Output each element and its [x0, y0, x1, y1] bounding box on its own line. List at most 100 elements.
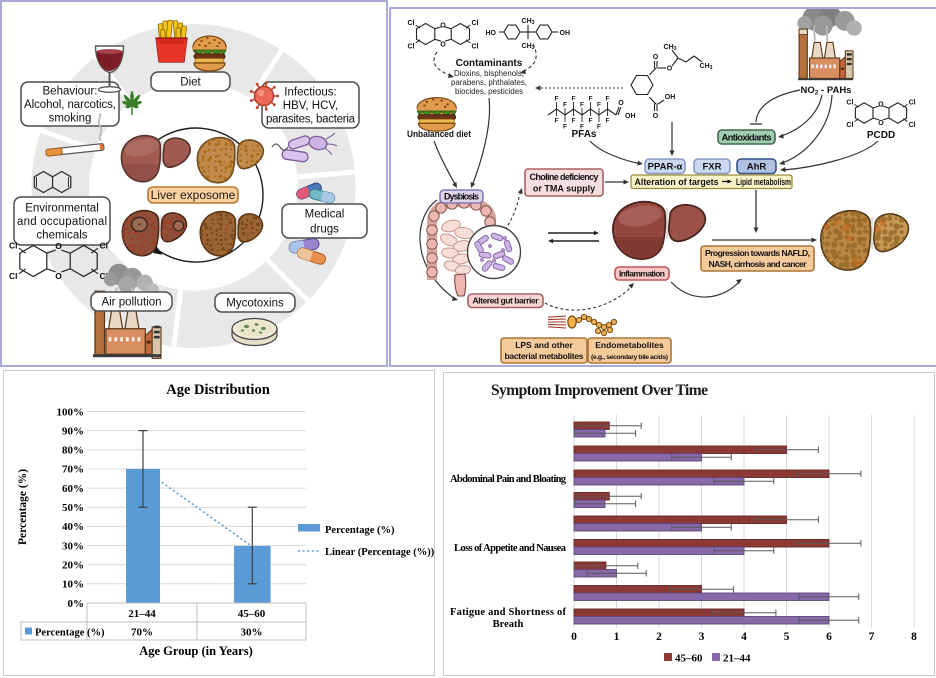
- svg-text:21–44: 21–44: [723, 653, 751, 665]
- svg-text:Inflammation: Inflammation: [619, 269, 665, 279]
- svg-text:1: 1: [614, 631, 620, 643]
- svg-text:30%: 30%: [62, 540, 84, 552]
- svg-text:Medical: Medical: [305, 209, 345, 221]
- svg-text:F: F: [580, 102, 584, 109]
- svg-text:O: O: [667, 66, 673, 73]
- svg-text:HBV, HCV,: HBV, HCV,: [283, 100, 338, 112]
- svg-text:CH3: CH3: [522, 18, 535, 26]
- svg-text:45–60: 45–60: [675, 653, 703, 665]
- svg-text:Cl: Cl: [100, 241, 109, 251]
- svg-text:OH: OH: [665, 94, 676, 101]
- svg-text:Altered gut barrier: Altered gut barrier: [473, 296, 540, 306]
- svg-text:FXR: FXR: [703, 162, 722, 173]
- svg-text:Fatigue and Shortness of: Fatigue and Shortness of: [450, 607, 567, 618]
- svg-text:Dioxins, bisphenols,: Dioxins, bisphenols,: [454, 69, 524, 78]
- svg-text:Progression towards NAFLD,: Progression towards NAFLD,: [705, 248, 810, 258]
- svg-text:O: O: [440, 41, 446, 48]
- svg-text:5: 5: [784, 631, 790, 643]
- svg-text:Liver exposome: Liver exposome: [151, 188, 236, 202]
- svg-text:F: F: [563, 124, 567, 131]
- svg-text:smoking: smoking: [49, 113, 92, 125]
- svg-text:F: F: [563, 102, 567, 109]
- svg-text:Loss of Appetite and Nausea: Loss of Appetite and Nausea: [454, 543, 567, 554]
- svg-text:PCDD: PCDD: [867, 130, 895, 141]
- svg-text:Diet: Diet: [180, 77, 201, 89]
- svg-text:or TMA supply: or TMA supply: [533, 183, 595, 193]
- svg-text:NO2 - PAHs: NO2 - PAHs: [801, 85, 852, 97]
- svg-text:Alcohol, narcotics,: Alcohol, narcotics,: [24, 99, 116, 111]
- svg-text:PFAs: PFAs: [571, 129, 596, 140]
- svg-text:30%: 30%: [241, 627, 263, 639]
- svg-text:parasites, bacteria: parasites, bacteria: [266, 114, 356, 126]
- svg-text:O: O: [878, 120, 884, 127]
- svg-text:F: F: [589, 96, 593, 103]
- svg-text:Dysbiosis: Dysbiosis: [444, 192, 479, 202]
- svg-text:F: F: [606, 96, 610, 103]
- svg-text:PPAR-α: PPAR-α: [648, 162, 683, 173]
- svg-text:O: O: [618, 100, 624, 107]
- svg-text:chemicals: chemicals: [36, 230, 87, 242]
- svg-text:Cl: Cl: [9, 271, 18, 281]
- svg-text:Symptom Improvement Over Time: Symptom Improvement Over Time: [491, 382, 708, 399]
- svg-text:60%: 60%: [62, 483, 84, 495]
- svg-text:O: O: [440, 22, 446, 29]
- svg-text:F: F: [580, 124, 584, 131]
- svg-text:6: 6: [826, 631, 832, 643]
- svg-text:O: O: [653, 113, 659, 120]
- svg-text:O: O: [653, 54, 659, 61]
- svg-text:Cl: Cl: [408, 20, 415, 27]
- svg-text:8: 8: [911, 631, 917, 643]
- svg-text:NASH, cirrhosis and cancer: NASH, cirrhosis and cancer: [709, 259, 808, 269]
- svg-text:90%: 90%: [62, 426, 84, 438]
- svg-text:AhR: AhR: [747, 162, 767, 173]
- svg-text:F: F: [555, 96, 559, 103]
- svg-text:Air pollution: Air pollution: [101, 297, 161, 309]
- svg-text:0%: 0%: [68, 598, 85, 610]
- svg-text:Alteration of targets: Alteration of targets: [635, 177, 719, 187]
- svg-text:bacterial metabolites: bacterial metabolites: [505, 351, 584, 361]
- svg-text:Cl: Cl: [9, 241, 18, 251]
- svg-text:CH3: CH3: [700, 63, 713, 71]
- svg-text:O: O: [878, 102, 884, 109]
- svg-text:0: 0: [571, 631, 577, 643]
- svg-text:Linear (Percentage (%)): Linear (Percentage (%)): [325, 547, 434, 558]
- svg-text:Cl: Cl: [100, 271, 109, 281]
- svg-text:Behaviour:: Behaviour:: [43, 86, 98, 98]
- svg-text:biocides, pesticides: biocides, pesticides: [455, 87, 523, 96]
- svg-text:45–60: 45–60: [238, 608, 266, 620]
- svg-text:Cl: Cl: [472, 20, 479, 27]
- svg-text:OH: OH: [625, 113, 636, 120]
- svg-text:Percentage (%): Percentage (%): [17, 469, 29, 545]
- svg-text:Infectious:: Infectious:: [284, 87, 336, 99]
- svg-text:7: 7: [869, 631, 875, 643]
- svg-text:O: O: [55, 271, 62, 281]
- svg-text:40%: 40%: [62, 521, 84, 533]
- svg-text:Contaminants: Contaminants: [456, 58, 523, 69]
- svg-text:Cl: Cl: [909, 99, 916, 106]
- svg-text:Choline deficiency: Choline deficiency: [530, 172, 599, 182]
- svg-text:50%: 50%: [62, 502, 84, 514]
- svg-text:70%: 70%: [62, 464, 84, 476]
- svg-text:and occupational: and occupational: [17, 216, 107, 228]
- svg-text:Endometabolites: Endometabolites: [595, 340, 664, 350]
- svg-text:80%: 80%: [62, 445, 84, 457]
- svg-text:CH3: CH3: [664, 44, 677, 52]
- svg-text:Abdominal Pain and Bloating: Abdominal Pain and Bloating: [450, 474, 567, 485]
- svg-text:Mycotoxins: Mycotoxins: [226, 298, 284, 310]
- svg-text:10%: 10%: [62, 579, 84, 591]
- svg-text:CH3: CH3: [522, 43, 535, 51]
- svg-text:Cl: Cl: [472, 44, 479, 51]
- svg-text:F: F: [589, 118, 593, 125]
- svg-text:Cl: Cl: [909, 122, 916, 129]
- svg-text:Age Group (in Years): Age Group (in Years): [139, 644, 253, 658]
- svg-text:Unbalanced diet: Unbalanced diet: [407, 129, 472, 140]
- svg-text:Lipid metabolism: Lipid metabolism: [736, 177, 791, 187]
- svg-text:Cl: Cl: [408, 44, 415, 51]
- svg-text:F: F: [597, 124, 601, 131]
- svg-text:3: 3: [699, 631, 705, 643]
- svg-text:F: F: [597, 102, 601, 109]
- svg-text:F: F: [555, 118, 559, 125]
- svg-text:Percentage (%): Percentage (%): [35, 628, 105, 639]
- svg-text:Cl: Cl: [846, 122, 853, 129]
- svg-text:Percentage (%): Percentage (%): [325, 525, 395, 536]
